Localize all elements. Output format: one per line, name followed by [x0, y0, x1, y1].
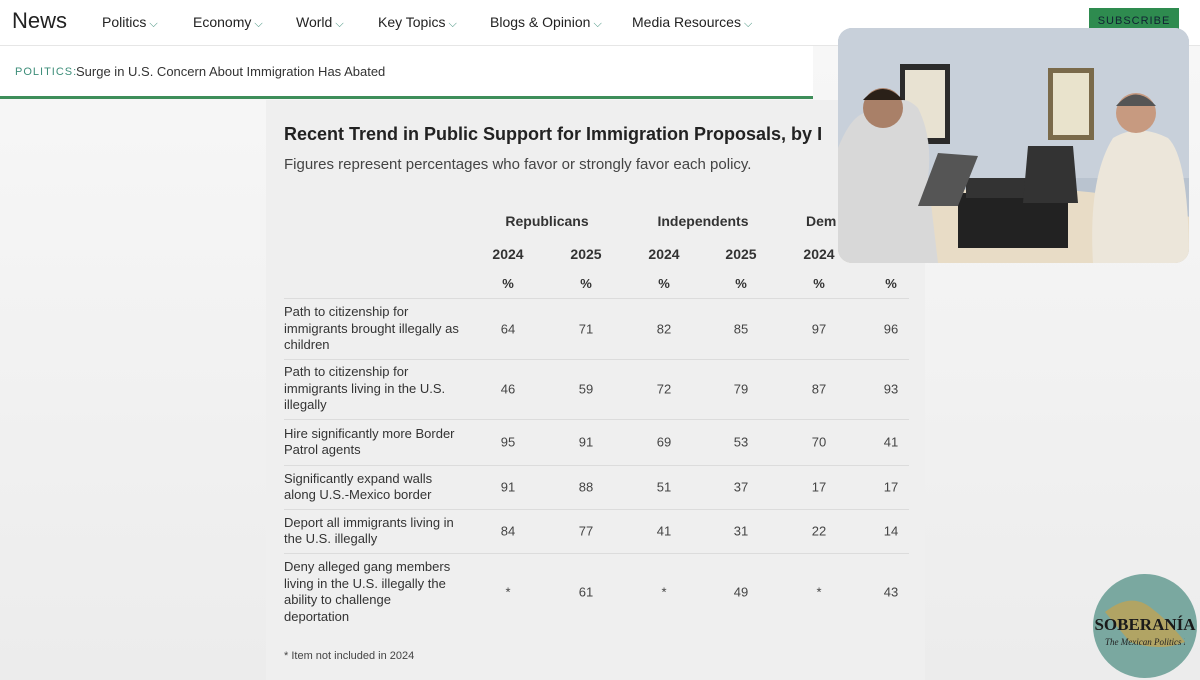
- footnote: * Item not included in 2024: [284, 650, 415, 662]
- group-header: Republicans: [505, 213, 589, 229]
- year-header: 2024: [648, 246, 680, 262]
- cell-value: *: [816, 584, 822, 600]
- cell-value: 46: [500, 381, 516, 397]
- year-header: 2025: [725, 246, 757, 262]
- cell-value: 43: [883, 584, 899, 600]
- cell-value: 53: [733, 434, 749, 450]
- cell-value: 87: [811, 381, 827, 397]
- section[interactable]: POLITICS:: [15, 66, 78, 78]
- cell-value: 82: [656, 321, 672, 337]
- cell-value: 72: [656, 381, 672, 397]
- unit-header: %: [813, 276, 825, 291]
- cell-value: 93: [883, 381, 899, 397]
- cell-value: 41: [883, 434, 899, 450]
- cell-value: 37: [733, 479, 749, 495]
- cell-value: *: [661, 584, 667, 600]
- cell-value: 64: [500, 321, 516, 337]
- group-header: Independents: [657, 213, 749, 229]
- cell-value: 59: [578, 381, 594, 397]
- logo: SOBERANÍA The Mexican Politics Podcast: [1093, 574, 1197, 678]
- year-header: 2024: [803, 246, 835, 262]
- nav-item[interactable]: Key Topics ⌵: [378, 14, 457, 30]
- cell-value: 70: [811, 434, 827, 450]
- nav-item[interactable]: Media Resources ⌵: [632, 14, 753, 30]
- unit-header: %: [580, 276, 592, 291]
- cell-value: 17: [883, 479, 899, 495]
- row-separator: [284, 553, 909, 554]
- unit-header: %: [658, 276, 670, 291]
- cell-value: 84: [500, 523, 516, 539]
- unit-header: %: [735, 276, 747, 291]
- nav-item[interactable]: Blogs & Opinion ⌵: [490, 14, 602, 30]
- cell-value: 91: [500, 479, 516, 495]
- row-separator: [284, 509, 909, 510]
- cell-value: 14: [883, 523, 899, 539]
- year-header: 2024: [492, 246, 524, 262]
- cell-value: *: [505, 584, 511, 600]
- nav-item[interactable]: Economy ⌵: [193, 14, 263, 30]
- year-header: 2025: [570, 246, 602, 262]
- cell-value: 31: [733, 523, 749, 539]
- cell-value: 22: [811, 523, 827, 539]
- cell-value: 85: [733, 321, 749, 337]
- cell-value: 88: [578, 479, 594, 495]
- row-label: Hire significantly more Border Patrol ag…: [284, 425, 455, 458]
- row-label: Significantly expand walls along U.S.-Me…: [284, 470, 433, 503]
- cell-value: 96: [883, 321, 899, 337]
- group-header: Dem: [806, 213, 837, 229]
- cell-value: 17: [811, 479, 827, 495]
- logo-name: SOBERANÍA: [1094, 615, 1196, 634]
- cell-value: 71: [578, 321, 594, 337]
- nav-bar: News Politics ⌵ Economy ⌵ World ⌵ Key Topic…: [0, 0, 1200, 46]
- nav-item[interactable]: World ⌵: [296, 14, 344, 30]
- cell-value: 51: [656, 479, 672, 495]
- cell-value: 69: [656, 434, 672, 450]
- unit-header: %: [885, 276, 897, 291]
- row-separator: [284, 419, 909, 420]
- cell-value: 77: [578, 523, 594, 539]
- cell-value: 79: [733, 381, 749, 397]
- row-label: Path to citizenship for immigrants livin…: [284, 364, 446, 413]
- table-card: [266, 100, 925, 680]
- brand[interactable]: News: [12, 8, 68, 33]
- cell-value: 61: [578, 584, 594, 600]
- row-label: Deport all immigrants living in the U.S.…: [284, 514, 454, 547]
- nav-item[interactable]: Politics ⌵: [102, 14, 158, 30]
- logo-tagline: The Mexican Politics Podcast: [1105, 638, 1185, 647]
- row-label: Path to citizenship for immigrants broug…: [284, 304, 459, 353]
- breadcrumb: POLITICS: Surge in U.S. Concern About Im…: [0, 46, 813, 99]
- video-overlay: [838, 28, 1189, 263]
- row-separator: [284, 298, 909, 299]
- cell-value: 49: [733, 584, 749, 600]
- cell-value: 97: [811, 321, 827, 337]
- table-subtitle: Figures represent percentages who favor …: [284, 156, 752, 173]
- cell-value: 91: [578, 434, 594, 450]
- article-title: Surge in U.S. Concern About Immigration …: [76, 64, 386, 79]
- cell-value: 41: [656, 523, 672, 539]
- cell-value: 95: [500, 434, 516, 450]
- row-separator: [284, 359, 909, 360]
- row-label: Deny alleged gang members living in the …: [284, 559, 451, 624]
- unit-header: %: [502, 276, 514, 291]
- row-separator: [284, 465, 909, 466]
- table-title: Recent Trend in Public Support for Immig…: [284, 124, 823, 144]
